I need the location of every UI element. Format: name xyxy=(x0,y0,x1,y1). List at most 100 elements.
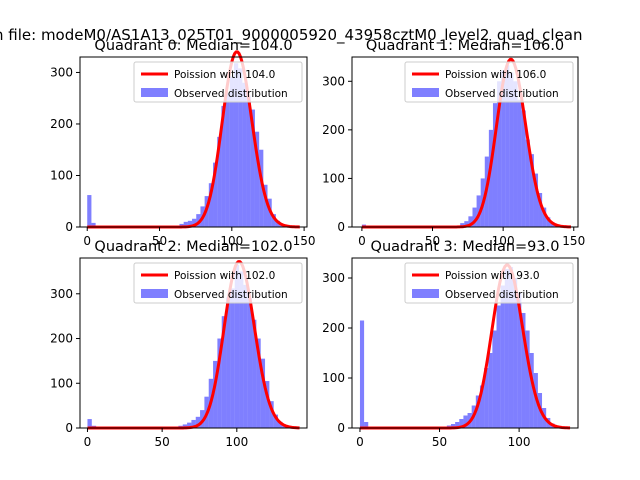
histogram-bar xyxy=(521,110,526,227)
histogram-bar xyxy=(542,207,547,227)
legend: Poission with 93.0 Observed distribution xyxy=(404,262,574,304)
x-tick-label: 0 xyxy=(83,234,91,248)
histogram-bar xyxy=(183,221,188,227)
y-tick-label: 200 xyxy=(322,123,345,137)
legend-patch-swatch xyxy=(412,289,439,298)
histogram-bar xyxy=(250,109,255,227)
histogram-bar xyxy=(238,68,243,227)
y-tick-label: 0 xyxy=(65,421,73,435)
x-tick-label: 50 xyxy=(152,234,167,248)
histogram-bar xyxy=(256,338,261,428)
histogram-bar xyxy=(492,330,497,428)
legend-patch-swatch xyxy=(141,289,168,298)
histogram-bar xyxy=(505,65,510,227)
x-tick-label: 100 xyxy=(225,435,248,449)
subplot-quadrant-2: 0 50 100 0 100 200 300 Poission with 102.0 Obser… xyxy=(50,239,308,449)
histogram-bar xyxy=(517,293,522,428)
y-tick-label: 0 xyxy=(65,220,73,234)
histogram-bar xyxy=(182,424,188,428)
subplot-quadrant-1: 0 50 100 150 0 100 200 300 Poission with 106.0 Ob… xyxy=(322,38,585,248)
histogram-bar xyxy=(463,415,468,428)
y-tick-label: 300 xyxy=(50,65,73,79)
y-tick-label: 100 xyxy=(50,168,73,182)
legend-label-poisson: Poission with 106.0 xyxy=(445,69,546,81)
histogram-bar xyxy=(488,129,493,227)
legend: Poission with 102.0 Observed distribution xyxy=(133,262,303,304)
histogram-bar xyxy=(450,424,456,428)
histogram-bar xyxy=(484,368,489,428)
legend-label-observed: Observed distribution xyxy=(174,289,288,301)
axes-frame xyxy=(79,56,308,228)
histogram-bar xyxy=(230,288,235,428)
histogram-bar xyxy=(234,264,240,428)
histogram-bar xyxy=(259,149,264,227)
x-tick-label: 50 xyxy=(425,234,440,248)
legend-box xyxy=(404,61,574,103)
histogram-bar xyxy=(479,385,485,428)
x-tick-label: 0 xyxy=(356,435,364,449)
histogram-bar xyxy=(213,162,218,227)
subplot-quadrant-3: 0 50 100 0 100 200 300 Poission with 93.0 Observ… xyxy=(322,239,579,449)
histogram-bar xyxy=(525,330,530,428)
histogram-bar xyxy=(472,207,477,227)
legend-label-observed: Observed distribution xyxy=(445,289,559,301)
histogram-bar xyxy=(364,422,369,428)
histogram-bar xyxy=(208,183,214,227)
histogram-bar xyxy=(195,416,201,428)
histogram-bar xyxy=(513,81,518,228)
histogram-bar xyxy=(191,419,196,428)
histogram-bar xyxy=(497,81,502,228)
histogram-bar xyxy=(265,381,270,428)
legend-box xyxy=(133,262,303,304)
legend: Poission with 104.0 Observed distribution xyxy=(133,61,303,103)
histogram-bar xyxy=(521,313,526,428)
x-tick-label: 100 xyxy=(220,234,243,248)
subplot-title: Quadrant 1: Median=106.0 xyxy=(366,38,564,54)
histogram-bar xyxy=(529,154,534,227)
legend-label-poisson: Poission with 102.0 xyxy=(174,270,275,282)
y-tick-label: 100 xyxy=(50,376,73,390)
histogram-bar xyxy=(252,319,257,428)
histogram-bar xyxy=(488,353,493,428)
subplot-title: Quadrant 0: Median=104.0 xyxy=(94,38,292,54)
histogram-bar xyxy=(509,72,514,228)
histogram-bar xyxy=(187,422,192,428)
histogram-bar xyxy=(278,421,283,428)
y-tick-label: 100 xyxy=(322,171,345,185)
histogram-bar xyxy=(260,358,266,428)
histogram-bar xyxy=(87,419,92,428)
y-tick-label: 100 xyxy=(322,371,345,385)
histogram-bar xyxy=(221,105,226,227)
histogram-bar xyxy=(196,214,201,227)
x-tick-label: 50 xyxy=(432,435,447,449)
histogram-bar xyxy=(225,93,230,227)
histogram-bar xyxy=(192,218,197,227)
legend-patch-swatch xyxy=(141,88,168,97)
histogram-bar xyxy=(529,353,534,428)
axes-frame xyxy=(79,257,308,429)
histogram-bar xyxy=(229,76,234,227)
histogram-bar xyxy=(242,82,247,228)
y-tick-label: 200 xyxy=(50,332,73,346)
axes-frame xyxy=(351,257,579,429)
y-tick-label: 300 xyxy=(322,271,345,285)
legend-box xyxy=(133,61,303,103)
histogram-bar xyxy=(87,195,92,227)
legend-label-poisson: Poission with 104.0 xyxy=(174,69,275,81)
histogram-bar xyxy=(492,103,498,227)
histogram-bar xyxy=(187,220,193,227)
histogram-bar xyxy=(538,193,543,227)
histogram-bar xyxy=(247,298,253,428)
y-tick-label: 300 xyxy=(322,74,345,88)
y-tick-label: 0 xyxy=(337,421,345,435)
histogram-bar xyxy=(455,422,460,428)
histogram-bar xyxy=(517,99,522,227)
legend: Poission with 106.0 Observed distribution xyxy=(404,61,574,103)
x-tick-label: 150 xyxy=(293,234,316,248)
y-tick-label: 0 xyxy=(337,220,345,234)
subplot-title: Quadrant 3: Median=93.0 xyxy=(371,239,560,255)
histogram-bar xyxy=(546,217,551,227)
histogram-bar xyxy=(263,184,268,227)
x-tick-label: 150 xyxy=(562,234,585,248)
